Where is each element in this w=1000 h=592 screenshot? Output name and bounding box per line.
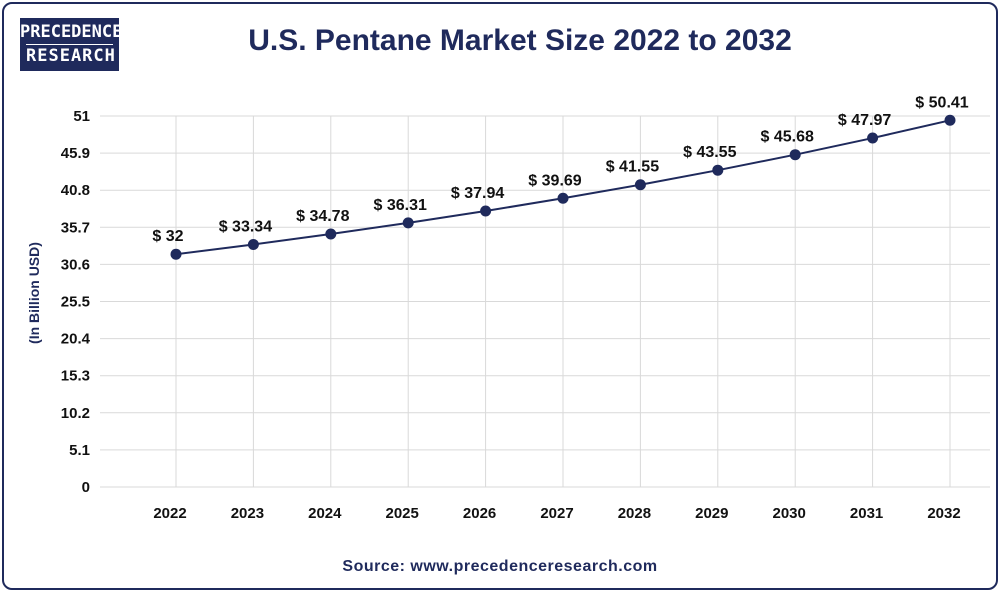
chart-title: U.S. Pentane Market Size 2022 to 2032 bbox=[248, 24, 792, 57]
y-tick-label: 15.3 bbox=[61, 368, 90, 385]
data-label: $ 39.69 bbox=[528, 172, 581, 189]
data-point bbox=[867, 132, 879, 144]
data-label: $ 45.68 bbox=[761, 129, 814, 146]
y-tick-label: 40.8 bbox=[61, 182, 90, 199]
y-tick-label: 5.1 bbox=[69, 442, 90, 459]
logo-line2: RESEARCH bbox=[26, 44, 116, 66]
x-tick-label: 2026 bbox=[463, 505, 496, 522]
data-label: $ 41.55 bbox=[606, 159, 659, 176]
data-point bbox=[712, 164, 724, 176]
data-label: $ 47.97 bbox=[838, 112, 891, 129]
data-point bbox=[557, 192, 569, 204]
y-tick-label: 0 bbox=[82, 479, 90, 496]
x-tick-label: 2025 bbox=[386, 505, 419, 522]
data-label: $ 33.34 bbox=[219, 218, 272, 235]
data-label: $ 50.41 bbox=[915, 94, 968, 111]
y-tick-label: 10.2 bbox=[61, 405, 90, 422]
data-point bbox=[325, 228, 337, 240]
y-tick-label: 51 bbox=[73, 108, 90, 125]
x-tick-label: 2022 bbox=[153, 505, 186, 522]
y-tick-label: 25.5 bbox=[61, 294, 90, 311]
data-point bbox=[402, 217, 414, 229]
y-tick-labels: 0 5.1 10.2 15.3 20.4 25.5 30.6 35.7 40.8 45.9 51 bbox=[61, 108, 91, 496]
x-tick-labels: 2022 2023 2024 2025 2026 2027 2028 2029 2030 2031… bbox=[153, 505, 960, 522]
data-point bbox=[170, 248, 182, 260]
data-points bbox=[170, 114, 956, 260]
data-label: $ 32 bbox=[152, 228, 183, 245]
data-point bbox=[634, 179, 646, 191]
data-point bbox=[480, 205, 492, 217]
x-tick-label: 2031 bbox=[850, 505, 883, 522]
source-note: Source: www.precedenceresearch.com bbox=[342, 558, 658, 575]
x-tick-label: 2029 bbox=[695, 505, 728, 522]
y-tick-label: 45.9 bbox=[61, 145, 90, 162]
data-label: $ 36.31 bbox=[374, 197, 427, 214]
x-tick-label: 2032 bbox=[927, 505, 960, 522]
data-label: $ 37.94 bbox=[451, 185, 504, 202]
x-tick-label: 2030 bbox=[773, 505, 806, 522]
x-tick-label: 2027 bbox=[540, 505, 573, 522]
x-tick-label: 2023 bbox=[231, 505, 264, 522]
data-label: $ 34.78 bbox=[296, 208, 349, 225]
data-point bbox=[944, 114, 956, 126]
data-point bbox=[247, 238, 259, 250]
grid-lines bbox=[100, 115, 990, 488]
x-tick-label: 2028 bbox=[618, 505, 651, 522]
y-tick-label: 35.7 bbox=[61, 219, 90, 236]
data-labels: $ 32 $ 33.34 $ 34.78 $ 36.31 $ 37.94 $ 39.69 $… bbox=[152, 94, 968, 245]
y-tick-label: 20.4 bbox=[61, 331, 91, 348]
precedence-research-logo: PRECEDENCE RESEARCH bbox=[20, 18, 123, 71]
logo-line1: PRECEDENCE bbox=[20, 22, 123, 42]
data-label: $ 43.55 bbox=[683, 144, 736, 161]
y-tick-label: 30.6 bbox=[61, 256, 90, 273]
data-point bbox=[789, 149, 801, 161]
x-tick-label: 2024 bbox=[308, 505, 342, 522]
